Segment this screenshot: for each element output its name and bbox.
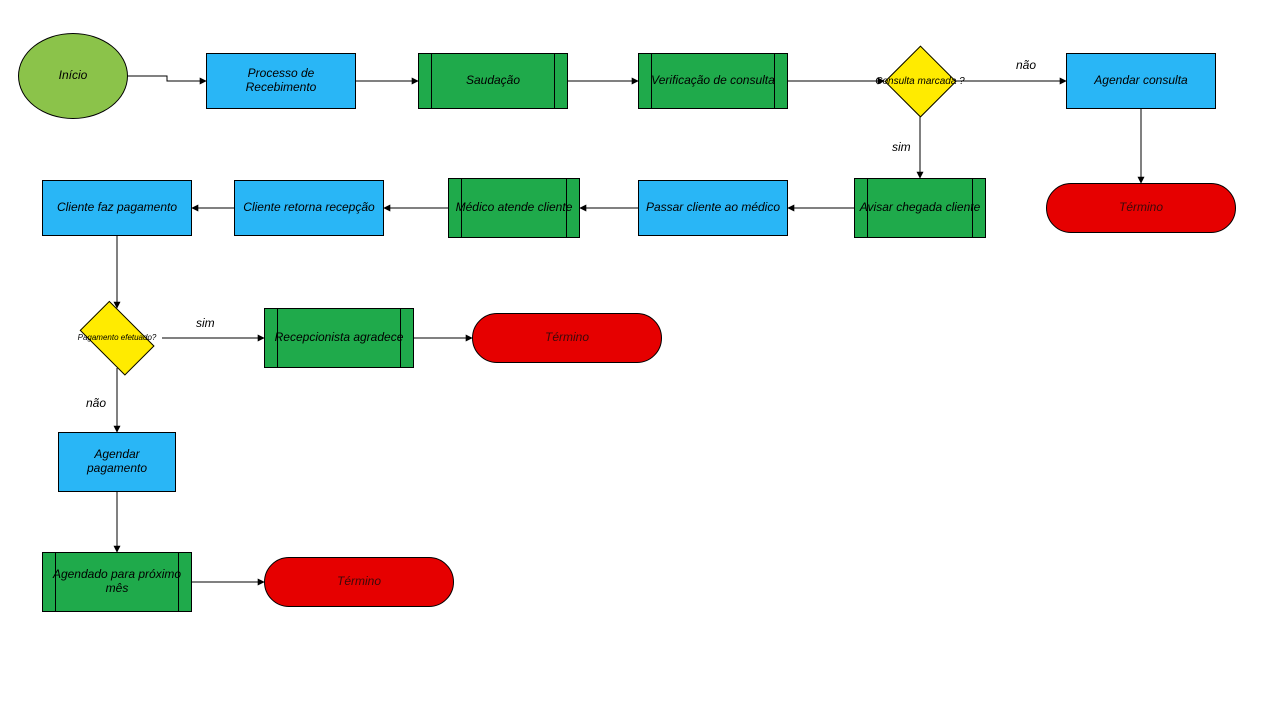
node-passar: Passar cliente ao médico — [638, 180, 788, 236]
edge-label: não — [86, 396, 106, 410]
node-label: Cliente retorna recepção — [239, 199, 378, 217]
node-label: Término — [541, 329, 593, 347]
node-label: Agendar pagamento — [59, 446, 175, 478]
edge-label: sim — [196, 316, 215, 330]
node-label: Saudação — [462, 72, 524, 90]
edge-start-recebimento — [128, 76, 206, 81]
node-recebimento: Processo de Recebimento — [206, 53, 356, 109]
node-label: Médico atende cliente — [452, 199, 577, 217]
node-label: Término — [333, 573, 385, 591]
node-label: Término — [1115, 199, 1167, 217]
node-agendar_pag: Agendar pagamento — [58, 432, 176, 492]
node-dec_pag: Pagamento efetuado? — [72, 308, 162, 368]
node-start: Início — [18, 33, 128, 119]
node-term3: Término — [264, 557, 454, 607]
node-dec_consulta: Consulta marcada ? — [884, 45, 956, 117]
node-label: Verificação de consulta — [647, 72, 779, 90]
node-agendado: Agendado para próximo mês — [42, 552, 192, 612]
node-verificacao: Verificação de consulta — [638, 53, 788, 109]
node-label: Processo de Recebimento — [207, 65, 355, 97]
node-term1: Término — [1046, 183, 1236, 233]
node-label: Avisar chegada cliente — [856, 199, 985, 217]
node-label: Passar cliente ao médico — [642, 199, 784, 217]
node-label: Recepcionista agradece — [271, 329, 408, 347]
node-atende: Médico atende cliente — [448, 178, 580, 238]
flowchart-canvas: Início Processo de Recebimento Saudação Ver… — [0, 0, 1280, 720]
node-agendar_cons: Agendar consulta — [1066, 53, 1216, 109]
node-agradece: Recepcionista agradece — [264, 308, 414, 368]
node-label: Agendar consulta — [1090, 72, 1191, 90]
node-retorna: Cliente retorna recepção — [234, 180, 384, 236]
node-label: Agendado para próximo mês — [43, 566, 191, 598]
edge-label: não — [1016, 58, 1036, 72]
node-avisar: Avisar chegada cliente — [854, 178, 986, 238]
node-term2: Término — [472, 313, 662, 363]
node-label: Início — [55, 67, 92, 85]
edge-label: sim — [892, 140, 911, 154]
node-pagamento: Cliente faz pagamento — [42, 180, 192, 236]
node-saudacao: Saudação — [418, 53, 568, 109]
node-label: Cliente faz pagamento — [53, 199, 181, 217]
